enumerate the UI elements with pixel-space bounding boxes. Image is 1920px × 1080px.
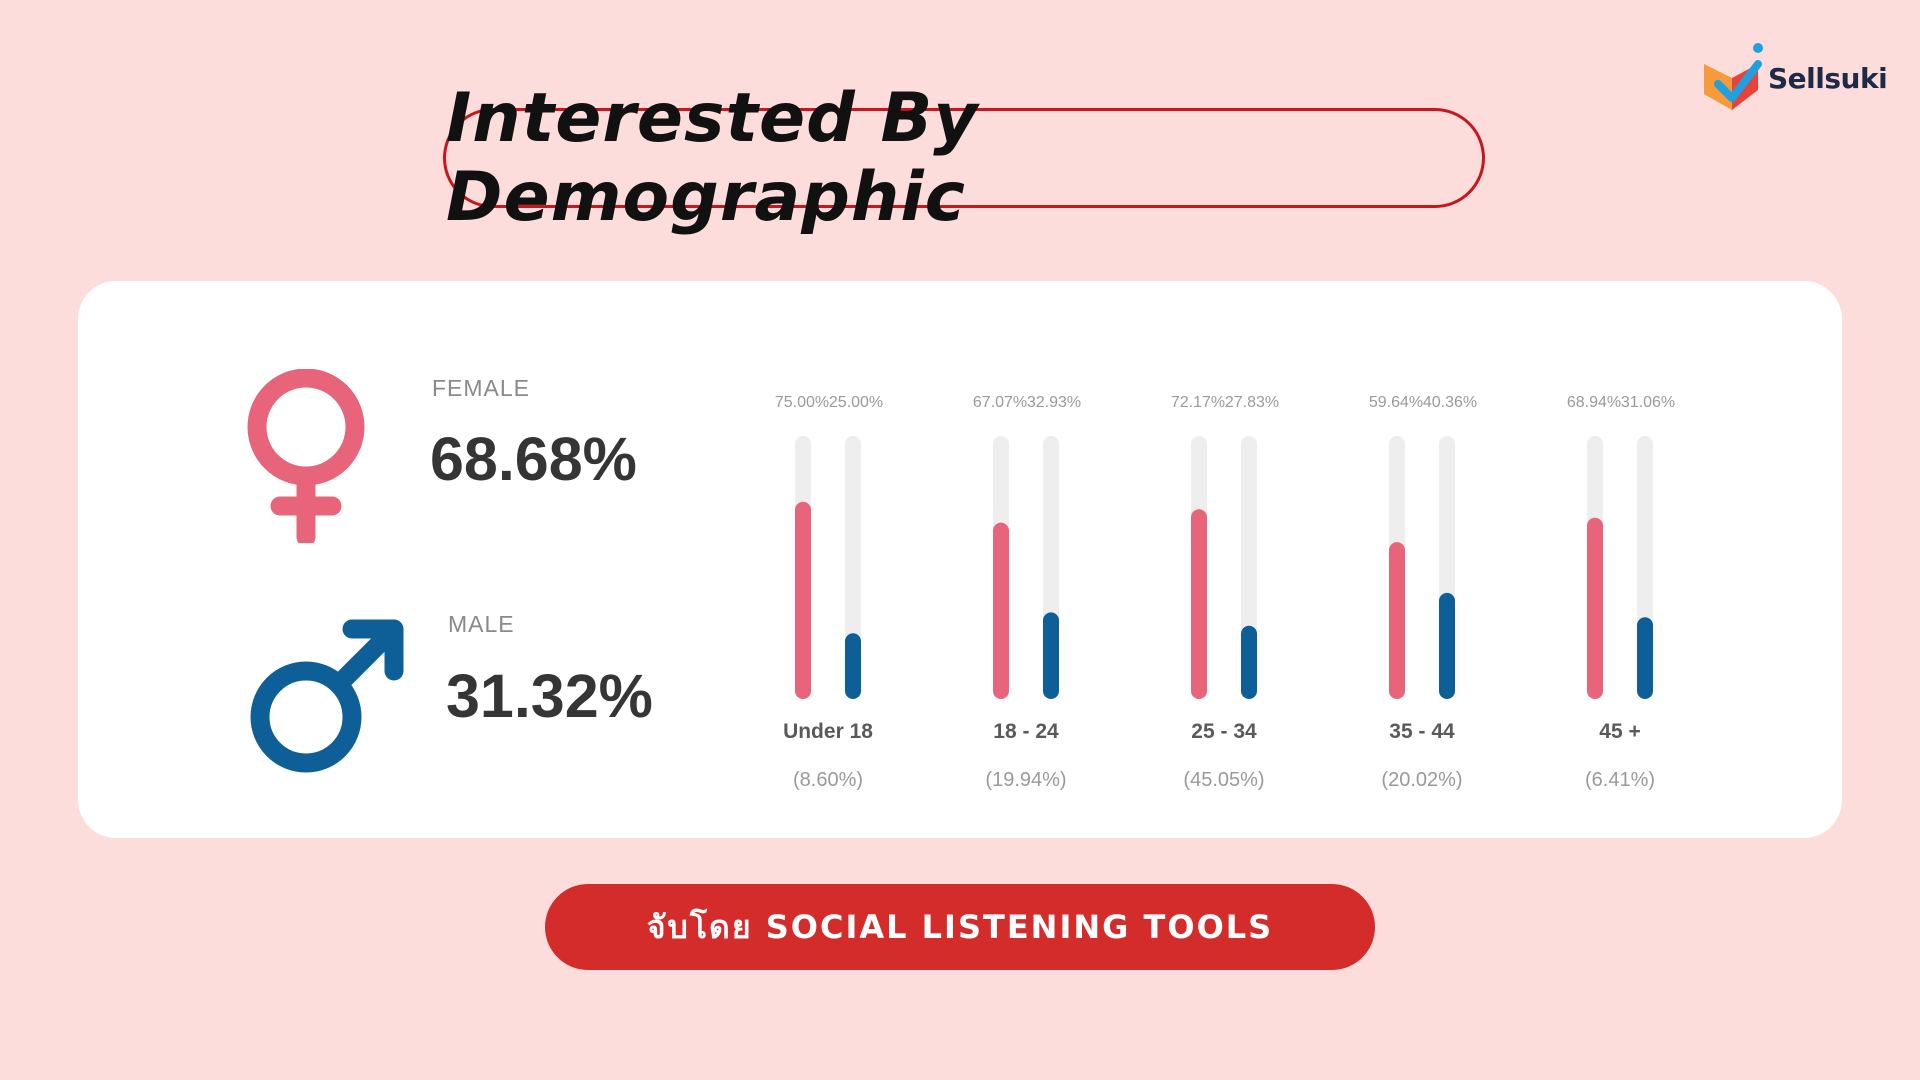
value-label-female-4: 68.94% xyxy=(1567,394,1621,411)
bar-female-2 xyxy=(1191,509,1207,699)
title-pill: Interested By Demographic xyxy=(443,79,1485,237)
bar-female-3 xyxy=(1389,542,1405,699)
bar-female-0 xyxy=(795,501,811,699)
category-label-0: Under 18 xyxy=(783,720,873,743)
category-label-3: 35 - 44 xyxy=(1389,720,1455,743)
category-label-4: 45 + xyxy=(1599,720,1640,743)
bar-male-3 xyxy=(1439,592,1455,699)
male-icon xyxy=(250,619,404,773)
male-label: MALE xyxy=(448,611,515,637)
value-label-male-4: 31.06% xyxy=(1621,394,1675,411)
value-label-female-3: 59.64% xyxy=(1369,394,1423,411)
bar-female-1 xyxy=(993,522,1009,699)
bar-male-2 xyxy=(1241,625,1257,699)
bar-female-4 xyxy=(1587,517,1603,699)
category-share-4: (6.41%) xyxy=(1585,769,1655,791)
demographic-card: FEMALE 68.68% MALE 31.32% 75.00% 25.00% Un… xyxy=(78,281,1842,838)
value-label-male-0: 25.00% xyxy=(829,394,883,411)
category-share-1: (19.94%) xyxy=(985,769,1066,791)
footer-badge: จับโดย SOCIAL LISTENING TOOLS xyxy=(545,884,1375,970)
category-label-1: 18 - 24 xyxy=(993,720,1059,743)
female-percent: 68.68% xyxy=(430,425,637,493)
value-label-male-3: 40.36% xyxy=(1423,394,1477,411)
bar-male-4 xyxy=(1637,617,1653,699)
category-label-2: 25 - 34 xyxy=(1191,720,1257,743)
bar-male-0 xyxy=(845,633,861,699)
bar-track-male-0 xyxy=(845,436,861,699)
category-share-0: (8.60%) xyxy=(793,769,863,791)
sellsuki-logo: Sellsuki xyxy=(1702,40,1888,120)
gender-panel: FEMALE 68.68% MALE 31.32% xyxy=(78,281,698,838)
page-title: Interested By Demographic xyxy=(446,79,979,237)
female-label: FEMALE xyxy=(432,375,531,401)
sellsuki-logo-icon xyxy=(1704,43,1763,110)
female-icon xyxy=(247,369,365,543)
brand-name: Sellsuki xyxy=(1768,62,1888,95)
value-label-female-2: 72.17% xyxy=(1171,394,1225,411)
value-label-male-2: 27.83% xyxy=(1225,394,1279,411)
category-share-2: (45.05%) xyxy=(1183,769,1264,791)
age-bar-chart: 75.00% 25.00% Under 18 (8.60%) 67.07% 32.93% 1… xyxy=(775,394,1675,791)
bar-male-1 xyxy=(1043,612,1059,699)
value-label-female-0: 75.00% xyxy=(775,394,829,411)
category-share-3: (20.02%) xyxy=(1381,769,1462,791)
male-percent: 31.32% xyxy=(446,662,653,730)
value-label-male-1: 32.93% xyxy=(1027,394,1081,411)
footer-label: จับโดย SOCIAL LISTENING TOOLS xyxy=(646,907,1274,946)
value-label-female-1: 67.07% xyxy=(973,394,1027,411)
